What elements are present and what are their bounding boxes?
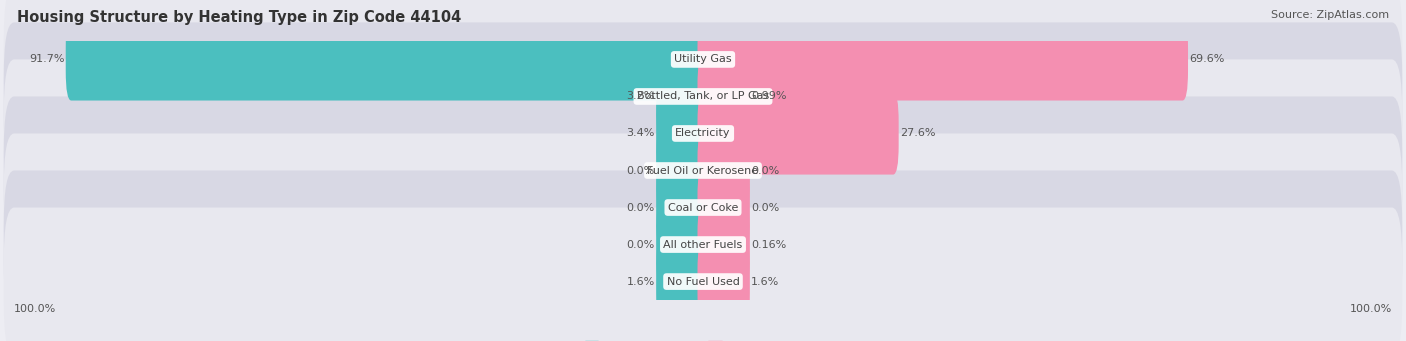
FancyBboxPatch shape: [4, 23, 1402, 170]
FancyBboxPatch shape: [66, 18, 709, 101]
Text: Source: ZipAtlas.com: Source: ZipAtlas.com: [1271, 10, 1389, 20]
Text: 100.0%: 100.0%: [14, 304, 56, 314]
FancyBboxPatch shape: [657, 55, 709, 137]
FancyBboxPatch shape: [4, 0, 1402, 133]
FancyBboxPatch shape: [697, 55, 749, 137]
FancyBboxPatch shape: [4, 208, 1402, 341]
FancyBboxPatch shape: [697, 240, 749, 323]
FancyBboxPatch shape: [697, 18, 1188, 101]
FancyBboxPatch shape: [657, 166, 709, 249]
Text: 0.0%: 0.0%: [627, 203, 655, 212]
Text: 100.0%: 100.0%: [1350, 304, 1392, 314]
Text: No Fuel Used: No Fuel Used: [666, 277, 740, 286]
FancyBboxPatch shape: [697, 92, 898, 175]
Text: Housing Structure by Heating Type in Zip Code 44104: Housing Structure by Heating Type in Zip…: [17, 10, 461, 25]
Text: All other Fuels: All other Fuels: [664, 239, 742, 250]
Text: Electricity: Electricity: [675, 129, 731, 138]
FancyBboxPatch shape: [697, 166, 749, 249]
FancyBboxPatch shape: [657, 240, 709, 323]
Text: 1.6%: 1.6%: [627, 277, 655, 286]
Text: 0.0%: 0.0%: [751, 165, 779, 176]
FancyBboxPatch shape: [697, 129, 749, 212]
FancyBboxPatch shape: [4, 170, 1402, 318]
FancyBboxPatch shape: [657, 92, 709, 175]
Text: 3.4%: 3.4%: [627, 129, 655, 138]
Text: 1.6%: 1.6%: [751, 277, 779, 286]
FancyBboxPatch shape: [4, 59, 1402, 208]
FancyBboxPatch shape: [657, 129, 709, 212]
Text: Bottled, Tank, or LP Gas: Bottled, Tank, or LP Gas: [637, 91, 769, 102]
Text: 91.7%: 91.7%: [30, 55, 65, 64]
Text: 0.0%: 0.0%: [627, 165, 655, 176]
Text: 0.0%: 0.0%: [751, 203, 779, 212]
Text: 0.0%: 0.0%: [627, 239, 655, 250]
Text: Fuel Oil or Kerosene: Fuel Oil or Kerosene: [647, 165, 759, 176]
Text: 27.6%: 27.6%: [900, 129, 935, 138]
Text: 69.6%: 69.6%: [1189, 55, 1225, 64]
Text: 0.16%: 0.16%: [751, 239, 786, 250]
Text: Utility Gas: Utility Gas: [675, 55, 731, 64]
Text: 3.2%: 3.2%: [627, 91, 655, 102]
FancyBboxPatch shape: [657, 204, 709, 286]
Text: Coal or Coke: Coal or Coke: [668, 203, 738, 212]
Text: 0.99%: 0.99%: [751, 91, 787, 102]
FancyBboxPatch shape: [4, 97, 1402, 244]
FancyBboxPatch shape: [4, 133, 1402, 282]
FancyBboxPatch shape: [697, 204, 749, 286]
